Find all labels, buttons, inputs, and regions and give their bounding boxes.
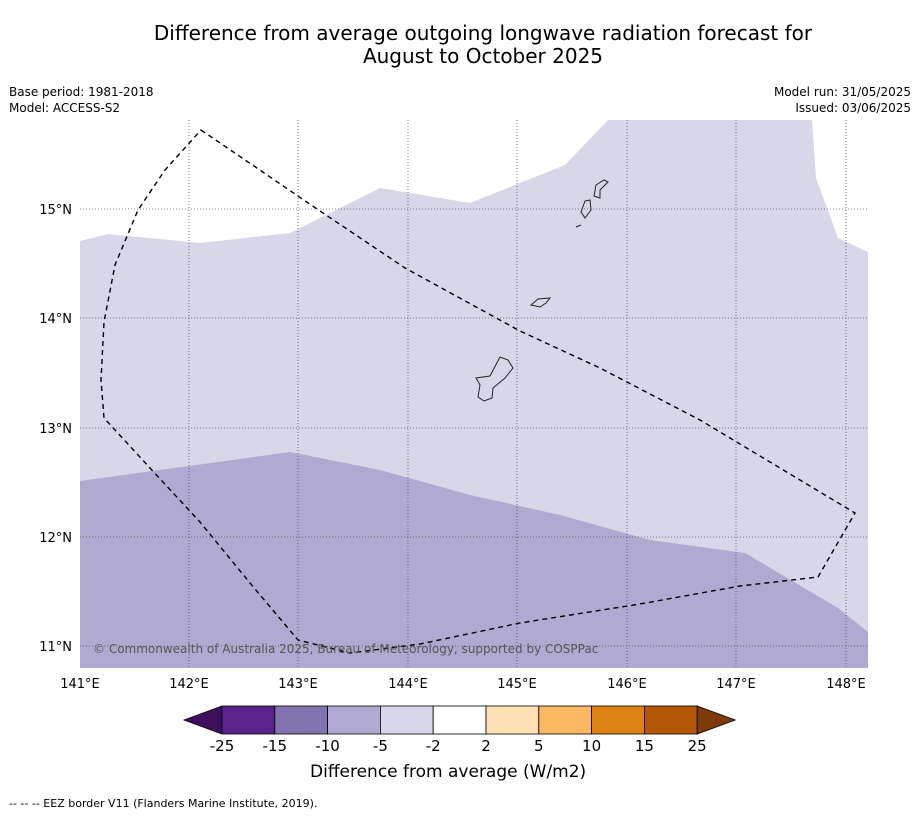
colorbar-label: Difference from average (W/m2) [310, 762, 587, 782]
lat-tick: 11°N [39, 640, 72, 655]
colorbar-segment [327, 705, 381, 735]
title-line-2: August to October 2025 [362, 44, 604, 68]
colorbar-segment [591, 705, 645, 735]
colorbar-tick: 15 [635, 737, 654, 755]
colorbar-segment [538, 705, 592, 735]
colorbar-extend-high [696, 705, 737, 735]
lat-tick: 13°N [39, 422, 72, 437]
lon-tick: 141°E [60, 677, 100, 692]
lat-tick-labels: 15°N 14°N 13°N 12°N 11°N [39, 203, 72, 655]
colorbar-tick: 5 [534, 737, 544, 755]
colorbar-tick: -25 [210, 737, 235, 755]
colorbar-tick: -15 [263, 737, 288, 755]
issued-date: Issued: 03/06/2025 [795, 101, 911, 115]
island-saipan [593, 179, 609, 199]
lat-tick: 15°N [39, 203, 72, 218]
lat-tick: 12°N [39, 531, 72, 546]
footer-note: -- -- -- EEZ border V11 (Flanders Marine… [9, 797, 318, 810]
map-area: © Commonwealth of Australia 2025, Bureau… [80, 120, 868, 668]
island-aguijan [575, 224, 582, 228]
lon-tick: 148°E [826, 677, 866, 692]
chart-title: Difference from average outgoing longwav… [0, 22, 919, 68]
title-line-1: Difference from average outgoing longwav… [153, 21, 813, 45]
colorbar-extend-low [182, 705, 223, 735]
meta-left: Base period: 1981-2018 Model: ACCESS-S2 [9, 84, 154, 116]
lon-tick-labels: 141°E 142°E 143°E 144°E 145°E 146°E 147°… [60, 677, 866, 692]
lon-tick: 144°E [388, 677, 428, 692]
colorbar-tick: 10 [582, 737, 601, 755]
colorbar-tick: -10 [315, 737, 340, 755]
lon-tick: 146°E [607, 677, 647, 692]
colorbar-tick: -2 [426, 737, 441, 755]
colorbar-segment [379, 705, 434, 735]
colorbar-tick: 2 [481, 737, 491, 755]
island-guam [475, 356, 514, 402]
copyright-notice: © Commonwealth of Australia 2025, Bureau… [93, 642, 598, 656]
model-name: Model: ACCESS-S2 [9, 101, 121, 115]
colorbar-segment [485, 705, 540, 735]
colorbar-segment [644, 705, 698, 735]
model-run: Model run: 31/05/2025 [773, 85, 911, 99]
gridlines [80, 120, 868, 668]
eez-border [100, 129, 856, 654]
lat-tick: 14°N [39, 312, 72, 327]
colorbar-tick: -5 [373, 737, 388, 755]
lon-tick: 142°E [169, 677, 209, 692]
colorbar-segment [221, 705, 276, 735]
colorbar-segment [432, 705, 487, 735]
anomaly-region-medium [80, 452, 868, 668]
lon-tick: 143°E [278, 677, 318, 692]
colorbar-tick: 25 [688, 737, 707, 755]
lon-tick: 147°E [716, 677, 756, 692]
colorbar: -25 -15 -10 -5 -2 2 5 10 15 25 [182, 705, 737, 755]
meta-right: Model run: 31/05/2025 Issued: 03/06/2025 [774, 84, 911, 116]
island-tinian [580, 199, 592, 219]
lon-tick: 145°E [497, 677, 537, 692]
islands [475, 179, 609, 402]
colorbar-segment [274, 705, 328, 735]
base-period: Base period: 1981-2018 [9, 85, 154, 99]
island-rota [529, 297, 552, 308]
